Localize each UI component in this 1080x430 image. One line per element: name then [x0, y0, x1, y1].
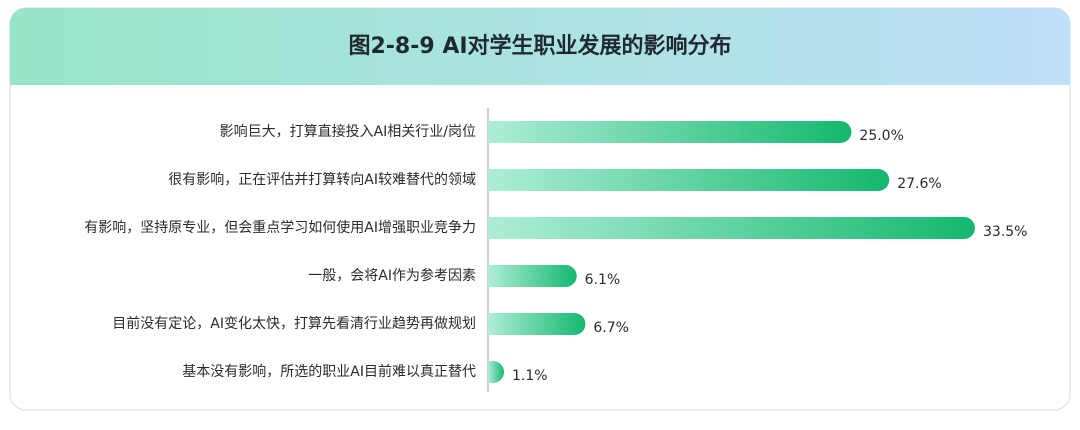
bar	[488, 217, 975, 239]
value-label: 33.5%	[983, 224, 1027, 240]
category-label: 影响巨大，打算直接投入AI相关行业/岗位	[220, 123, 476, 140]
value-label: 6.1%	[585, 272, 621, 288]
bar	[488, 169, 890, 191]
category-label: 目前没有定论，AI变化太快，打算先看清行业趋势再做规划	[112, 315, 476, 332]
chart-title: 图2-8-9 AI对学生职业发展的影响分布	[348, 33, 731, 59]
bar	[488, 361, 504, 383]
category-label: 基本没有影响，所选的职业AI目前难以真正替代	[182, 363, 476, 380]
bar	[488, 121, 852, 143]
value-label: 6.7%	[593, 320, 629, 336]
category-label: 有影响，坚持原专业，但会重点学习如何使用AI增强职业竞争力	[84, 219, 476, 236]
header	[10, 8, 1070, 85]
bar	[488, 265, 577, 287]
category-label: 很有影响，正在评估并打算转向AI较难替代的领域	[168, 171, 476, 188]
bar	[488, 313, 586, 335]
value-label: 27.6%	[897, 176, 941, 192]
value-label: 1.1%	[512, 368, 548, 384]
category-label: 一般，会将AI作为参考因素	[308, 267, 476, 284]
value-label: 25.0%	[859, 128, 903, 144]
